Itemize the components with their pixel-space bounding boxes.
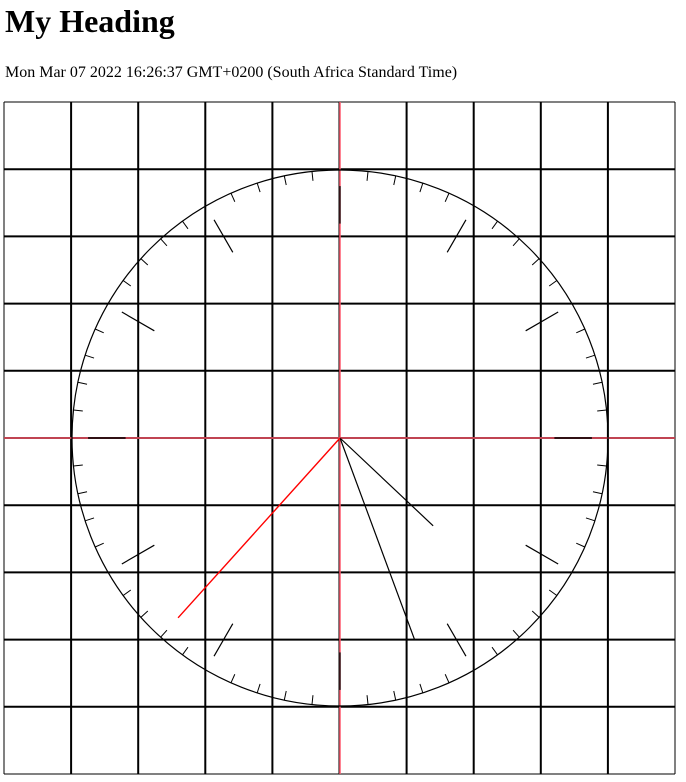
clock-face [71, 169, 609, 707]
minute-tick [531, 610, 540, 618]
minute-tick [491, 646, 498, 656]
date-time-text: Mon Mar 07 2022 16:26:37 GMT+0200 (South… [5, 64, 458, 81]
hour-tick [446, 623, 467, 657]
minute-tick [531, 258, 540, 266]
hour-tick [213, 623, 234, 657]
minute-tick [366, 171, 369, 181]
minute-tick [84, 517, 95, 522]
minute-tick [311, 695, 314, 705]
minute-tick [548, 280, 558, 287]
minute-tick [84, 354, 95, 359]
minute-tick [419, 182, 424, 193]
minute-tick [444, 192, 450, 202]
hour-hand [339, 437, 434, 527]
minute-tick [73, 409, 83, 412]
clock-face-circle [71, 169, 609, 707]
minute-tick [393, 690, 397, 701]
second-hand [177, 437, 341, 619]
minute-tick [512, 238, 520, 247]
minute-tick [393, 175, 397, 186]
minute-tick [122, 589, 132, 596]
minute-tick [512, 629, 520, 638]
minute-tick [597, 409, 607, 412]
hour-tick [121, 311, 155, 332]
hour-tick [525, 311, 559, 332]
minute-tick [256, 683, 261, 694]
minute-tick [283, 175, 287, 186]
minute-tick [230, 192, 236, 202]
minute-tick [419, 683, 424, 694]
minute-tick [491, 220, 498, 230]
minute-tick [283, 690, 287, 701]
minute-tick [597, 464, 607, 467]
clock-hands [177, 437, 434, 640]
minute-tick [77, 491, 88, 495]
hour-tick [213, 219, 234, 253]
minute-tick [585, 517, 596, 522]
minute-tick [77, 381, 88, 385]
minute-tick [548, 589, 558, 596]
minute-tick [230, 674, 236, 684]
minute-hand [339, 437, 416, 640]
minute-tick [366, 695, 369, 705]
minute-tick [592, 491, 603, 495]
minute-tick [160, 629, 168, 638]
hour-tick [446, 219, 467, 253]
minute-tick [122, 280, 132, 287]
minute-tick [444, 674, 450, 684]
hour-tick [121, 544, 155, 565]
minute-tick [94, 328, 104, 334]
minute-tick [140, 258, 149, 266]
clock-canvas [3, 101, 676, 775]
hour-tick [525, 544, 559, 565]
minute-tick [73, 464, 83, 467]
minute-tick [585, 354, 596, 359]
minute-tick [592, 381, 603, 385]
minute-tick [182, 646, 189, 656]
minute-tick [311, 171, 314, 181]
minute-tick [140, 610, 149, 618]
minute-tick [160, 238, 168, 247]
minute-tick [94, 542, 104, 548]
page-heading: My Heading [5, 3, 175, 39]
minute-tick [182, 220, 189, 230]
minute-tick [576, 542, 586, 548]
minute-tick [576, 328, 586, 334]
minute-tick [256, 182, 261, 193]
